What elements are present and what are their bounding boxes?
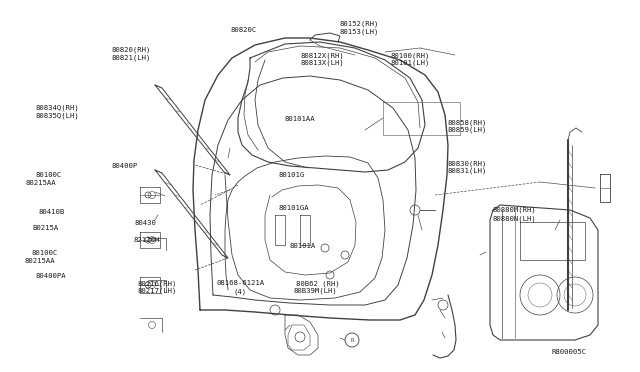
Text: 80835Q(LH): 80835Q(LH) — [35, 112, 79, 119]
Text: 80410B: 80410B — [38, 209, 65, 215]
Text: 80101A: 80101A — [290, 243, 316, 248]
Text: 80880M(RH): 80880M(RH) — [493, 207, 536, 214]
Text: 80812X(RH): 80812X(RH) — [301, 52, 344, 59]
Text: 80B39M(LH): 80B39M(LH) — [293, 288, 337, 294]
Text: 80859(LH): 80859(LH) — [448, 127, 488, 134]
Text: R800005C: R800005C — [552, 349, 587, 355]
Text: 80821(LH): 80821(LH) — [112, 54, 152, 61]
Text: 80101(LH): 80101(LH) — [390, 60, 430, 67]
Text: 80834Q(RH): 80834Q(RH) — [35, 105, 79, 111]
Text: B0215A: B0215A — [32, 225, 58, 231]
Text: (4): (4) — [234, 289, 247, 295]
Text: 80215AA: 80215AA — [26, 180, 56, 186]
Text: 80B62 (RH): 80B62 (RH) — [296, 280, 339, 287]
Text: 80215AA: 80215AA — [24, 258, 55, 264]
Text: 80830(RH): 80830(RH) — [448, 160, 488, 167]
Text: 08168-6121A: 08168-6121A — [216, 280, 264, 286]
Text: 80858(RH): 80858(RH) — [448, 119, 488, 126]
Text: 80880N(LH): 80880N(LH) — [493, 215, 536, 222]
Text: 80813X(LH): 80813X(LH) — [301, 60, 344, 67]
Text: 80217(LH): 80217(LH) — [138, 288, 177, 294]
Text: 80216(RH): 80216(RH) — [138, 280, 177, 287]
Text: 80400PA: 80400PA — [35, 273, 66, 279]
Text: 80820C: 80820C — [230, 27, 257, 33]
Text: 80820(RH): 80820(RH) — [112, 47, 152, 54]
Text: 80152(RH): 80152(RH) — [339, 21, 379, 28]
Text: 80430: 80430 — [134, 220, 156, 226]
Text: 80101AA: 80101AA — [285, 116, 316, 122]
Text: 80400P: 80400P — [112, 163, 138, 169]
Text: 82120H: 82120H — [133, 237, 159, 243]
Text: 80101GA: 80101GA — [278, 205, 309, 211]
Text: 80100C: 80100C — [35, 172, 61, 178]
Text: 80100C: 80100C — [32, 250, 58, 256]
Text: R: R — [350, 337, 354, 343]
Text: 80100(RH): 80100(RH) — [390, 52, 430, 59]
Text: 80153(LH): 80153(LH) — [339, 28, 379, 35]
Text: 80101G: 80101G — [278, 172, 305, 178]
Text: 80831(LH): 80831(LH) — [448, 168, 488, 174]
